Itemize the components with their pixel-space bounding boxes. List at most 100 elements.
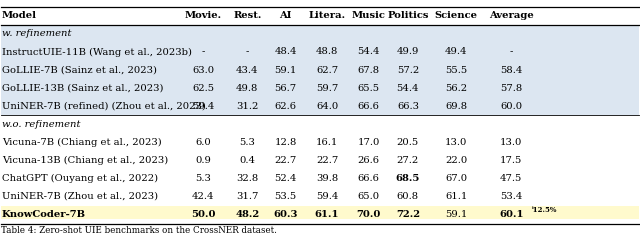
- Text: 66.6: 66.6: [358, 174, 380, 183]
- Text: GoLLIE-7B (Sainz et al., 2023): GoLLIE-7B (Sainz et al., 2023): [2, 66, 157, 74]
- Text: Science: Science: [435, 11, 478, 20]
- Text: 49.8: 49.8: [236, 84, 259, 93]
- FancyBboxPatch shape: [1, 61, 639, 79]
- Text: 68.5: 68.5: [396, 174, 420, 183]
- Text: Average: Average: [489, 11, 534, 20]
- Text: InstructUIE-11B (Wang et al., 2023b): InstructUIE-11B (Wang et al., 2023b): [2, 47, 192, 57]
- Text: -: -: [202, 47, 205, 56]
- FancyBboxPatch shape: [1, 206, 639, 223]
- Text: 0.9: 0.9: [195, 156, 211, 165]
- Text: 53.4: 53.4: [500, 192, 522, 201]
- Text: UniNER-7B (refined) (Zhou et al., 2023): UniNER-7B (refined) (Zhou et al., 2023): [2, 102, 206, 111]
- Text: 57.2: 57.2: [397, 66, 419, 74]
- Text: 67.8: 67.8: [357, 66, 380, 74]
- FancyBboxPatch shape: [1, 79, 639, 97]
- Text: 63.0: 63.0: [193, 66, 214, 74]
- Text: Model: Model: [2, 11, 37, 20]
- Text: 26.6: 26.6: [357, 156, 380, 165]
- Text: GoLLIE-13B (Sainz et al., 2023): GoLLIE-13B (Sainz et al., 2023): [2, 84, 164, 93]
- Text: 48.2: 48.2: [236, 210, 259, 219]
- Text: 57.8: 57.8: [500, 84, 522, 93]
- Text: Rest.: Rest.: [233, 11, 262, 20]
- Text: Vicuna-13B (Chiang et al., 2023): Vicuna-13B (Chiang et al., 2023): [2, 156, 168, 165]
- Text: 60.8: 60.8: [397, 192, 419, 201]
- Text: 59.1: 59.1: [275, 66, 297, 74]
- Text: 43.4: 43.4: [236, 66, 259, 74]
- Text: w. refinement: w. refinement: [2, 29, 72, 38]
- Text: 60.1: 60.1: [499, 210, 524, 219]
- Text: 17.5: 17.5: [500, 156, 522, 165]
- Text: ChatGPT (Ouyang et al., 2022): ChatGPT (Ouyang et al., 2022): [2, 174, 158, 183]
- Text: 5.3: 5.3: [239, 138, 255, 147]
- Text: 62.7: 62.7: [316, 66, 338, 74]
- Text: 22.0: 22.0: [445, 156, 467, 165]
- Text: 48.8: 48.8: [316, 47, 338, 56]
- Text: 62.6: 62.6: [275, 102, 296, 111]
- Text: w.o. refinement: w.o. refinement: [2, 120, 81, 129]
- Text: Vicuna-7B (Chiang et al., 2023): Vicuna-7B (Chiang et al., 2023): [2, 138, 162, 147]
- Text: 60.0: 60.0: [500, 102, 522, 111]
- Text: 56.7: 56.7: [275, 84, 297, 93]
- Text: 59.4: 59.4: [316, 192, 338, 201]
- FancyBboxPatch shape: [1, 151, 639, 169]
- Text: 66.6: 66.6: [358, 102, 380, 111]
- Text: 47.5: 47.5: [500, 174, 522, 183]
- Text: 48.4: 48.4: [275, 47, 297, 56]
- Text: 32.8: 32.8: [236, 174, 259, 183]
- Text: 58.4: 58.4: [500, 66, 522, 74]
- Text: 64.0: 64.0: [316, 102, 338, 111]
- FancyBboxPatch shape: [1, 97, 639, 115]
- Text: 49.4: 49.4: [445, 47, 468, 56]
- Text: 59.7: 59.7: [316, 84, 338, 93]
- FancyBboxPatch shape: [1, 25, 639, 43]
- Text: AI: AI: [279, 11, 292, 20]
- Text: 0.4: 0.4: [239, 156, 255, 165]
- Text: 39.8: 39.8: [316, 174, 338, 183]
- FancyBboxPatch shape: [1, 169, 639, 188]
- Text: 62.5: 62.5: [193, 84, 214, 93]
- Text: 56.2: 56.2: [445, 84, 467, 93]
- Text: 31.7: 31.7: [236, 192, 259, 201]
- Text: 54.4: 54.4: [397, 84, 419, 93]
- Text: ⁱ12.5%: ⁱ12.5%: [532, 206, 557, 214]
- FancyBboxPatch shape: [1, 133, 639, 151]
- Text: 70.0: 70.0: [356, 210, 381, 219]
- Text: 5.3: 5.3: [195, 174, 211, 183]
- Text: 22.7: 22.7: [316, 156, 338, 165]
- Text: 69.8: 69.8: [445, 102, 467, 111]
- Text: Litera.: Litera.: [308, 11, 346, 20]
- Text: 60.3: 60.3: [273, 210, 298, 219]
- Text: 22.7: 22.7: [275, 156, 297, 165]
- Text: 13.0: 13.0: [445, 138, 468, 147]
- Text: 50.0: 50.0: [191, 210, 216, 219]
- FancyBboxPatch shape: [1, 188, 639, 206]
- Text: 61.1: 61.1: [445, 192, 468, 201]
- Text: 65.0: 65.0: [357, 192, 380, 201]
- FancyBboxPatch shape: [1, 7, 639, 25]
- Text: 17.0: 17.0: [357, 138, 380, 147]
- Text: 49.9: 49.9: [397, 47, 419, 56]
- Text: 27.2: 27.2: [397, 156, 419, 165]
- Text: KnowCoder-7B: KnowCoder-7B: [2, 210, 86, 219]
- Text: 12.8: 12.8: [275, 138, 297, 147]
- Text: 6.0: 6.0: [195, 138, 211, 147]
- Text: 16.1: 16.1: [316, 138, 338, 147]
- Text: 67.0: 67.0: [445, 174, 467, 183]
- FancyBboxPatch shape: [1, 43, 639, 61]
- Text: 72.2: 72.2: [396, 210, 420, 219]
- Text: 20.5: 20.5: [397, 138, 419, 147]
- Text: Table 4: Zero-shot UIE benchmarks on the CrossNER dataset.: Table 4: Zero-shot UIE benchmarks on the…: [1, 226, 277, 235]
- FancyBboxPatch shape: [1, 115, 639, 133]
- Text: 66.3: 66.3: [397, 102, 419, 111]
- Text: 53.5: 53.5: [275, 192, 297, 201]
- Text: UniNER-7B (Zhou et al., 2023): UniNER-7B (Zhou et al., 2023): [2, 192, 158, 201]
- Text: 31.2: 31.2: [236, 102, 259, 111]
- Text: 59.1: 59.1: [445, 210, 468, 219]
- Text: -: -: [509, 47, 513, 56]
- Text: 52.4: 52.4: [275, 174, 297, 183]
- Text: 65.5: 65.5: [357, 84, 380, 93]
- Text: 54.4: 54.4: [357, 47, 380, 56]
- Text: Politics: Politics: [387, 11, 429, 20]
- Text: Movie.: Movie.: [185, 11, 222, 20]
- Text: Music: Music: [351, 11, 385, 20]
